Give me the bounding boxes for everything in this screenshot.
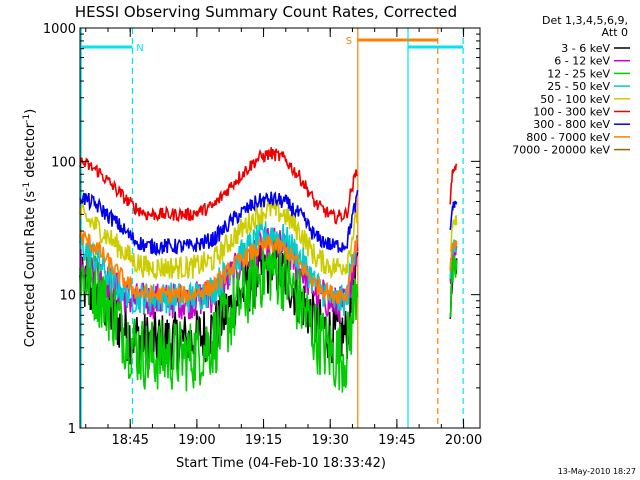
series-line	[449, 255, 458, 318]
chart-title: HESSI Observing Summary Count Rates, Cor…	[75, 3, 457, 21]
x-tick-label: 18:45	[111, 433, 148, 448]
y-tick-label: 100	[51, 155, 76, 170]
series-line	[79, 236, 359, 393]
legend-entry-label: 300 - 800 keV	[533, 118, 610, 131]
x-tick-label: 19:45	[378, 433, 415, 448]
x-axis-label: Start Time (04-Feb-10 18:33:42)	[176, 456, 386, 471]
plot-area: N S 18:45 19:00 19:15 19:30 19:45 20:00 1 10 100 10…	[43, 22, 482, 448]
y-axis-label-sup-1: -1	[22, 182, 32, 191]
series-line	[449, 163, 458, 205]
x-tick-label: 19:30	[311, 433, 348, 448]
series-line	[450, 214, 458, 253]
y-tick-label: 10	[59, 289, 76, 304]
series-line	[79, 229, 359, 304]
legend-entry-label: 100 - 300 keV	[533, 106, 610, 119]
series-line	[449, 239, 458, 272]
series-line	[79, 147, 358, 225]
y-axis-label: Corrected Count Rate (s-1 detector-1)	[22, 109, 38, 347]
series-line	[449, 200, 458, 231]
y-tick-label: 1	[68, 422, 76, 437]
y-axis-label-part-c: )	[23, 109, 38, 114]
y-axis-label-part-a: Corrected Count Rate (s	[23, 191, 38, 348]
y-tick-label: 1000	[43, 22, 76, 37]
footer-date: 13-May-2010 18:27	[558, 467, 636, 476]
flag-label: S	[346, 36, 352, 47]
plot-frame	[79, 27, 481, 429]
legend-entry-label: 25 - 50 keV	[547, 80, 610, 93]
flag-label: N	[136, 43, 143, 54]
y-axis-label-sup-2: -1	[22, 114, 32, 123]
legend-header-line-2: Att 0	[602, 26, 628, 39]
series-line	[79, 221, 359, 317]
legend-header-line-1: Det 1,3,4,5,6,9,	[542, 14, 628, 27]
x-tick-label: 19:00	[178, 433, 215, 448]
legend-entry-label: 50 - 100 keV	[540, 93, 610, 106]
x-tick-label: 19:15	[245, 433, 282, 448]
y-axis-label-part-b: detector	[23, 122, 38, 182]
series-line	[79, 189, 359, 257]
legend-entry-label: 12 - 25 keV	[547, 67, 610, 80]
legend-entry-label: 3 - 6 keV	[561, 42, 610, 55]
x-tick-label: 20:00	[445, 433, 482, 448]
legend-entry-label: 800 - 7000 keV	[526, 131, 610, 144]
series-line	[79, 199, 359, 282]
legend-entry-label: 7000 - 20000 keV	[512, 144, 610, 157]
legend-entry-label: 6 - 12 keV	[554, 55, 610, 68]
